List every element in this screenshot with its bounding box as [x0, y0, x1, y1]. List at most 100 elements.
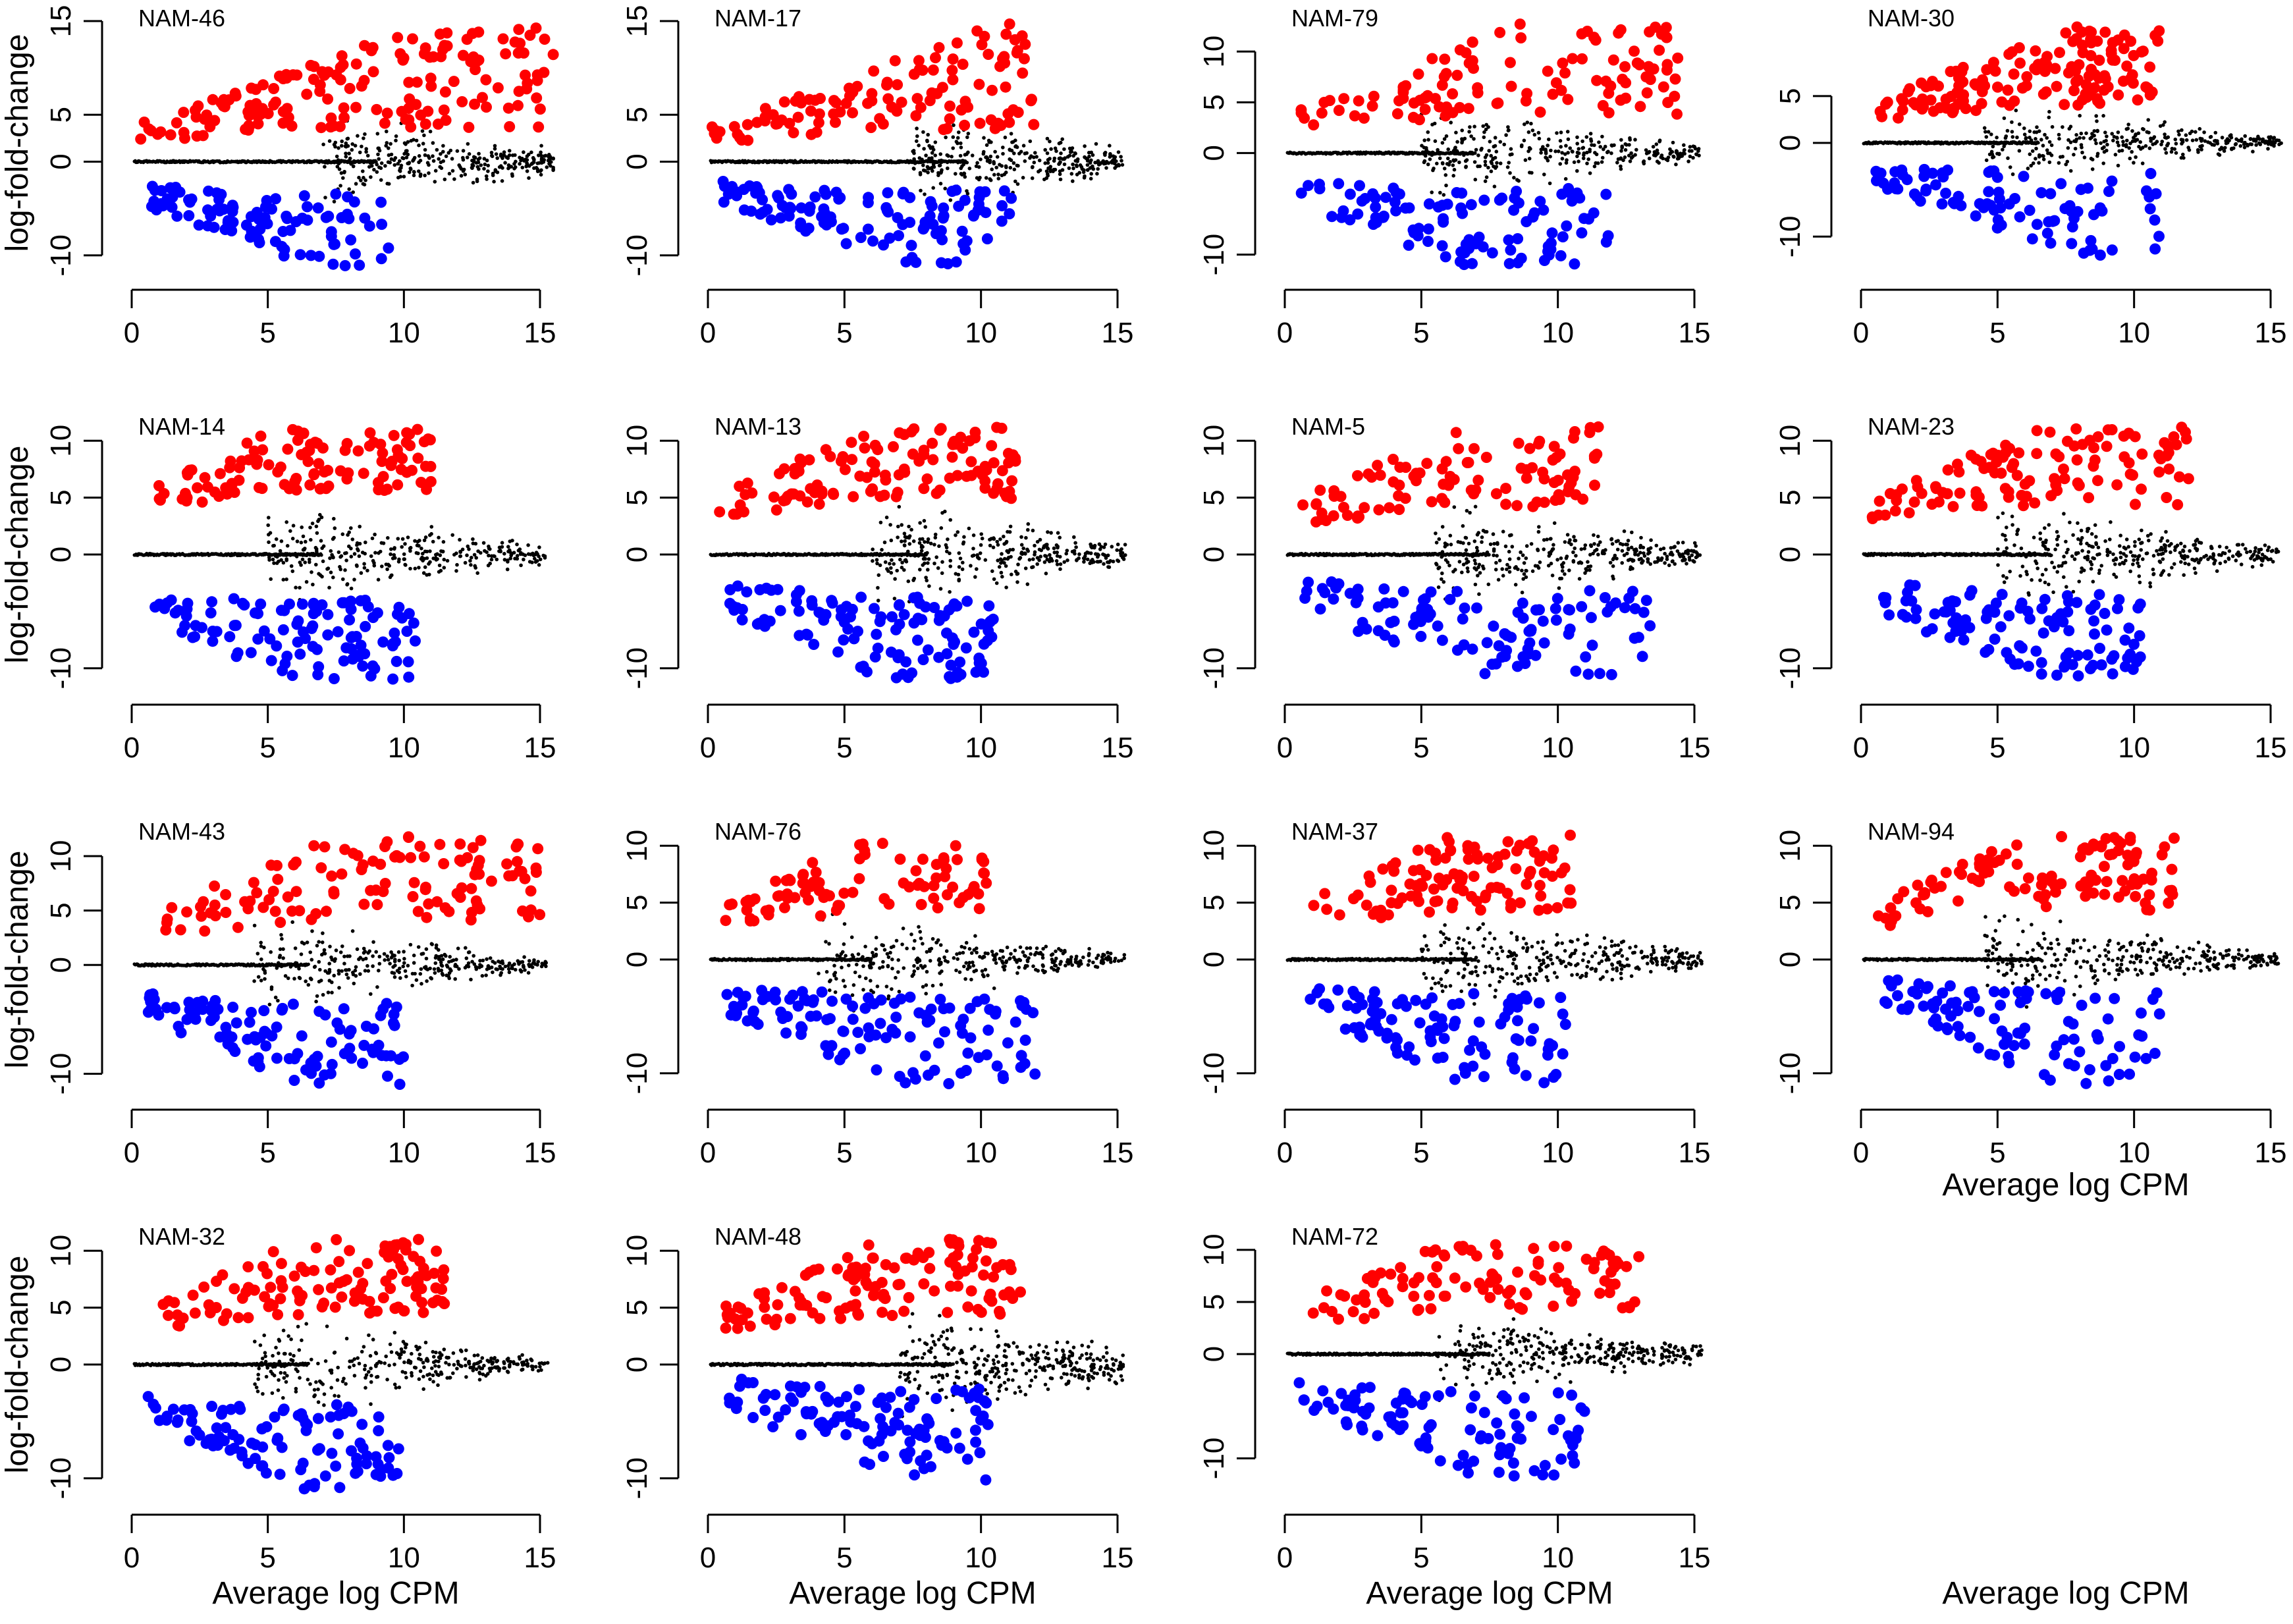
point-nonsig	[1641, 160, 1646, 164]
point-up	[2098, 84, 2110, 96]
point-down	[862, 223, 874, 235]
panel-title: NAM-14	[138, 413, 225, 440]
point-down	[857, 661, 869, 672]
point-down	[872, 642, 884, 654]
point-nonsig	[284, 520, 289, 524]
point-nonsig	[1483, 159, 1488, 164]
point-down	[2031, 219, 2043, 230]
point-nonsig	[1609, 151, 1613, 155]
point-nonsig	[1633, 138, 1637, 142]
point-up	[282, 443, 294, 455]
point-down	[228, 593, 240, 605]
point-nonsig	[1464, 165, 1468, 169]
point-down	[922, 644, 934, 656]
point-nonsig	[468, 558, 472, 563]
point-nonsig	[1116, 559, 1121, 563]
point-down	[1451, 187, 1463, 198]
point-nonsig	[525, 161, 529, 166]
point-down	[375, 253, 387, 265]
point-down	[718, 180, 730, 192]
point-up	[1620, 77, 1632, 89]
point-nonsig	[1504, 133, 1508, 137]
point-nonsig	[922, 519, 927, 523]
point-nonsig	[1083, 144, 1087, 148]
point-up	[934, 424, 946, 436]
point-up	[994, 61, 1006, 72]
point-nonsig	[885, 567, 889, 571]
point-nonsig	[1046, 161, 1050, 165]
point-nonsig	[325, 567, 329, 571]
point-up	[257, 79, 269, 91]
point-nonsig	[970, 153, 975, 157]
point-nonsig	[1457, 160, 1461, 165]
point-nonsig	[1589, 137, 1593, 142]
point-down	[364, 220, 375, 232]
point-nonsig	[1066, 155, 1070, 159]
point-down	[882, 206, 894, 218]
point-nonsig	[2066, 146, 2070, 150]
point-nonsig	[463, 560, 468, 565]
point-up	[2099, 26, 2111, 38]
point-nonsig	[2174, 151, 2178, 155]
x-tick-label: 15	[1679, 317, 1711, 349]
point-up	[274, 70, 285, 82]
point-nonsig	[2147, 146, 2152, 150]
point-nonsig	[365, 153, 370, 158]
point-nonsig	[918, 521, 922, 525]
point-nonsig	[1085, 157, 1089, 161]
point-down	[183, 210, 195, 221]
point-down	[2149, 243, 2161, 255]
point-nonsig	[527, 560, 532, 564]
point-nonsig	[1986, 130, 1991, 134]
point-nonsig	[427, 171, 431, 175]
point-up	[1559, 67, 1571, 79]
point-nonsig	[979, 543, 983, 547]
point-up	[944, 100, 956, 112]
point-down	[1521, 216, 1532, 228]
point-up	[1654, 44, 1665, 56]
point-nonsig	[2190, 129, 2194, 134]
point-nonsig	[979, 532, 983, 536]
point-up	[957, 59, 969, 70]
point-down	[790, 596, 802, 608]
point-nonsig	[539, 168, 543, 173]
point-nonsig	[1473, 151, 1477, 155]
point-nonsig	[2223, 146, 2227, 150]
point-nonsig	[971, 533, 976, 537]
point-nonsig	[1982, 126, 1987, 130]
y-tick-label: 5	[1198, 94, 1230, 110]
point-nonsig	[2203, 139, 2207, 143]
point-down	[1438, 216, 1449, 228]
point-nonsig	[419, 547, 423, 551]
point-nonsig	[996, 176, 1001, 181]
point-up	[824, 450, 836, 462]
point-nonsig	[2005, 128, 2010, 133]
point-up	[846, 437, 857, 448]
point-up	[2030, 45, 2041, 57]
point-up	[512, 99, 524, 111]
point-nonsig	[385, 567, 389, 572]
point-nonsig	[1580, 139, 1584, 144]
point-up	[788, 127, 799, 138]
point-nonsig	[1634, 148, 1638, 152]
point-nonsig	[441, 540, 446, 544]
point-nonsig	[1070, 549, 1075, 554]
point-nonsig	[1093, 543, 1097, 548]
point-up	[364, 440, 375, 452]
point-nonsig	[2095, 129, 2099, 134]
point-nonsig	[2250, 142, 2253, 146]
point-up	[839, 464, 851, 475]
point-nonsig	[364, 149, 368, 154]
point-up	[813, 108, 825, 120]
point-down	[961, 595, 973, 607]
point-nonsig	[931, 169, 934, 173]
point-nonsig	[2067, 126, 2072, 131]
point-nonsig	[1011, 547, 1015, 552]
point-up	[768, 491, 780, 503]
point-nonsig	[2266, 142, 2271, 146]
point-up	[828, 489, 840, 501]
point-nonsig	[1069, 172, 1074, 176]
point-nonsig	[531, 157, 536, 161]
point-up	[425, 72, 437, 84]
point-down	[2066, 238, 2078, 250]
